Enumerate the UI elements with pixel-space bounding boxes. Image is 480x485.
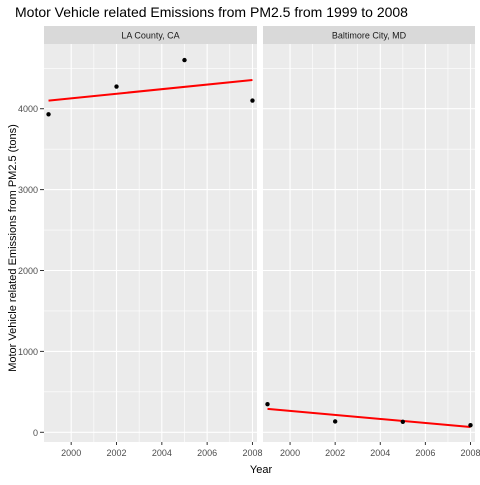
x-axis-title: Year <box>250 464 273 476</box>
data-point <box>114 84 118 88</box>
facet-strip-label: LA County, CA <box>121 31 179 41</box>
x-tick-label: 2000 <box>280 448 300 458</box>
x-tick-label: 2008 <box>460 448 480 458</box>
facet-panel: Baltimore City, MD 2000 2002 2004 2006 2008 <box>263 26 480 458</box>
x-tick-label: 2002 <box>106 448 126 458</box>
x-tick-label: 2008 <box>242 448 262 458</box>
facet-strip-label: Baltimore City, MD <box>332 31 407 41</box>
x-tick-label: 2004 <box>152 448 172 458</box>
data-point <box>333 419 337 423</box>
data-point <box>46 112 50 116</box>
x-tick-label: 2006 <box>197 448 217 458</box>
data-point <box>250 98 254 102</box>
data-point <box>265 402 269 406</box>
y-tick-label: 4000 <box>18 104 38 114</box>
x-tick-label: 2000 <box>61 448 81 458</box>
data-point <box>468 423 472 427</box>
y-tick-label: 0 <box>33 428 38 438</box>
y-tick-label: 1000 <box>18 347 38 357</box>
x-tick-label: 2006 <box>415 448 435 458</box>
y-tick-label: 2000 <box>18 266 38 276</box>
y-axis-title: Motor Vehicle related Emissions from PM2… <box>7 124 19 372</box>
chart-title: Motor Vehicle related Emissions from PM2… <box>15 4 408 20</box>
data-point <box>182 58 186 62</box>
facet-panel: LA County, CA 2000 2002 2004 2006 2008 <box>44 26 262 458</box>
panel-background <box>44 44 257 442</box>
y-tick-label: 3000 <box>18 185 38 195</box>
x-tick-label: 2002 <box>325 448 345 458</box>
x-tick-label: 2004 <box>370 448 390 458</box>
data-point <box>401 420 405 424</box>
panel-background <box>263 44 475 442</box>
